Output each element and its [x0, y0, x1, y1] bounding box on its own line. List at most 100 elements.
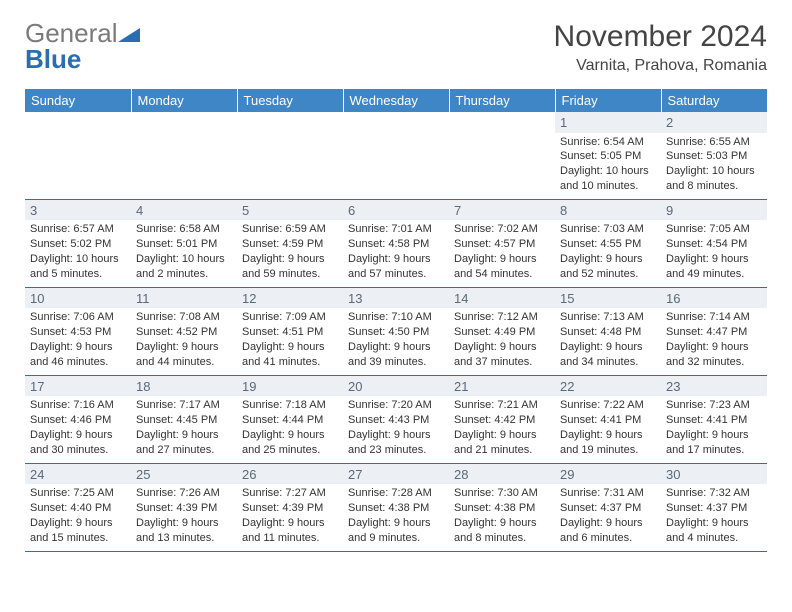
day-number: 14 [449, 288, 555, 309]
sunset-text: Sunset: 4:59 PM [242, 237, 338, 252]
calendar-cell: 6Sunrise: 7:01 AMSunset: 4:58 PMDaylight… [343, 199, 449, 287]
sunrise-text: Sunrise: 7:21 AM [454, 398, 550, 413]
sunset-text: Sunset: 4:43 PM [348, 413, 444, 428]
sunset-text: Sunset: 4:37 PM [666, 501, 762, 516]
day-header: Wednesday [343, 89, 449, 112]
sunset-text: Sunset: 4:57 PM [454, 237, 550, 252]
calendar-cell: 29Sunrise: 7:31 AMSunset: 4:37 PMDayligh… [555, 463, 661, 551]
daylight-text: Daylight: 9 hours and 44 minutes. [136, 340, 232, 370]
daylight-text: Daylight: 9 hours and 19 minutes. [560, 428, 656, 458]
sunset-text: Sunset: 4:46 PM [30, 413, 126, 428]
calendar-cell: 4Sunrise: 6:58 AMSunset: 5:01 PMDaylight… [131, 199, 237, 287]
sunset-text: Sunset: 4:49 PM [454, 325, 550, 340]
daylight-text: Daylight: 9 hours and 37 minutes. [454, 340, 550, 370]
header: General Blue November 2024 Varnita, Prah… [25, 20, 767, 75]
sunrise-text: Sunrise: 7:20 AM [348, 398, 444, 413]
daylight-text: Daylight: 9 hours and 46 minutes. [30, 340, 126, 370]
sunrise-text: Sunrise: 7:03 AM [560, 222, 656, 237]
daylight-text: Daylight: 9 hours and 27 minutes. [136, 428, 232, 458]
sunset-text: Sunset: 5:03 PM [666, 149, 762, 164]
sunrise-text: Sunrise: 7:27 AM [242, 486, 338, 501]
sunset-text: Sunset: 4:54 PM [666, 237, 762, 252]
calendar-cell: 27Sunrise: 7:28 AMSunset: 4:38 PMDayligh… [343, 463, 449, 551]
title-block: November 2024 Varnita, Prahova, Romania [554, 20, 767, 75]
calendar-cell: 3Sunrise: 6:57 AMSunset: 5:02 PMDaylight… [25, 199, 131, 287]
day-number: 8 [555, 200, 661, 221]
daylight-text: Daylight: 9 hours and 41 minutes. [242, 340, 338, 370]
sunrise-text: Sunrise: 7:13 AM [560, 310, 656, 325]
calendar-cell: 30Sunrise: 7:32 AMSunset: 4:37 PMDayligh… [661, 463, 767, 551]
logo-text-blue: Blue [25, 44, 81, 74]
sunrise-text: Sunrise: 7:02 AM [454, 222, 550, 237]
sunrise-text: Sunrise: 7:06 AM [30, 310, 126, 325]
daylight-text: Daylight: 10 hours and 5 minutes. [30, 252, 126, 282]
calendar-cell: 28Sunrise: 7:30 AMSunset: 4:38 PMDayligh… [449, 463, 555, 551]
calendar-cell: 8Sunrise: 7:03 AMSunset: 4:55 PMDaylight… [555, 199, 661, 287]
day-number: 17 [25, 376, 131, 397]
sunset-text: Sunset: 4:51 PM [242, 325, 338, 340]
calendar-cell [237, 112, 343, 199]
sunrise-text: Sunrise: 7:25 AM [30, 486, 126, 501]
day-number: 13 [343, 288, 449, 309]
daylight-text: Daylight: 9 hours and 17 minutes. [666, 428, 762, 458]
sunrise-text: Sunrise: 7:17 AM [136, 398, 232, 413]
day-number: 22 [555, 376, 661, 397]
sunset-text: Sunset: 4:48 PM [560, 325, 656, 340]
sunset-text: Sunset: 4:42 PM [454, 413, 550, 428]
daylight-text: Daylight: 9 hours and 39 minutes. [348, 340, 444, 370]
calendar-cell: 11Sunrise: 7:08 AMSunset: 4:52 PMDayligh… [131, 287, 237, 375]
day-number: 20 [343, 376, 449, 397]
calendar-week-row: 3Sunrise: 6:57 AMSunset: 5:02 PMDaylight… [25, 199, 767, 287]
sunrise-text: Sunrise: 6:59 AM [242, 222, 338, 237]
day-header: Monday [131, 89, 237, 112]
calendar-cell: 15Sunrise: 7:13 AMSunset: 4:48 PMDayligh… [555, 287, 661, 375]
day-number: 26 [237, 464, 343, 485]
day-number: 4 [131, 200, 237, 221]
daylight-text: Daylight: 9 hours and 9 minutes. [348, 516, 444, 546]
sunrise-text: Sunrise: 7:09 AM [242, 310, 338, 325]
sunset-text: Sunset: 4:53 PM [30, 325, 126, 340]
day-number: 16 [661, 288, 767, 309]
daylight-text: Daylight: 10 hours and 2 minutes. [136, 252, 232, 282]
day-number: 23 [661, 376, 767, 397]
logo: General Blue [25, 20, 140, 72]
calendar-cell: 21Sunrise: 7:21 AMSunset: 4:42 PMDayligh… [449, 375, 555, 463]
sunrise-text: Sunrise: 6:55 AM [666, 135, 762, 150]
day-header: Thursday [449, 89, 555, 112]
day-number: 19 [237, 376, 343, 397]
daylight-text: Daylight: 10 hours and 8 minutes. [666, 164, 762, 194]
sunrise-text: Sunrise: 6:54 AM [560, 135, 656, 150]
daylight-text: Daylight: 9 hours and 23 minutes. [348, 428, 444, 458]
sunset-text: Sunset: 4:44 PM [242, 413, 338, 428]
sunset-text: Sunset: 4:52 PM [136, 325, 232, 340]
daylight-text: Daylight: 9 hours and 52 minutes. [560, 252, 656, 282]
calendar-cell: 5Sunrise: 6:59 AMSunset: 4:59 PMDaylight… [237, 199, 343, 287]
daylight-text: Daylight: 9 hours and 30 minutes. [30, 428, 126, 458]
sunset-text: Sunset: 4:47 PM [666, 325, 762, 340]
day-number: 21 [449, 376, 555, 397]
calendar-cell [449, 112, 555, 199]
calendar-week-row: 17Sunrise: 7:16 AMSunset: 4:46 PMDayligh… [25, 375, 767, 463]
month-title: November 2024 [554, 20, 767, 54]
calendar-cell: 18Sunrise: 7:17 AMSunset: 4:45 PMDayligh… [131, 375, 237, 463]
calendar-cell [131, 112, 237, 199]
day-number: 18 [131, 376, 237, 397]
calendar-cell: 16Sunrise: 7:14 AMSunset: 4:47 PMDayligh… [661, 287, 767, 375]
sunset-text: Sunset: 4:55 PM [560, 237, 656, 252]
sunset-text: Sunset: 4:41 PM [560, 413, 656, 428]
sunrise-text: Sunrise: 6:57 AM [30, 222, 126, 237]
sunrise-text: Sunrise: 7:10 AM [348, 310, 444, 325]
day-number: 2 [661, 112, 767, 133]
sunset-text: Sunset: 5:05 PM [560, 149, 656, 164]
daylight-text: Daylight: 9 hours and 21 minutes. [454, 428, 550, 458]
sunrise-text: Sunrise: 7:30 AM [454, 486, 550, 501]
calendar-week-row: 10Sunrise: 7:06 AMSunset: 4:53 PMDayligh… [25, 287, 767, 375]
daylight-text: Daylight: 9 hours and 59 minutes. [242, 252, 338, 282]
sunrise-text: Sunrise: 7:16 AM [30, 398, 126, 413]
sunrise-text: Sunrise: 7:18 AM [242, 398, 338, 413]
day-number: 28 [449, 464, 555, 485]
daylight-text: Daylight: 9 hours and 25 minutes. [242, 428, 338, 458]
calendar-cell: 17Sunrise: 7:16 AMSunset: 4:46 PMDayligh… [25, 375, 131, 463]
daylight-text: Daylight: 9 hours and 34 minutes. [560, 340, 656, 370]
calendar-cell: 12Sunrise: 7:09 AMSunset: 4:51 PMDayligh… [237, 287, 343, 375]
